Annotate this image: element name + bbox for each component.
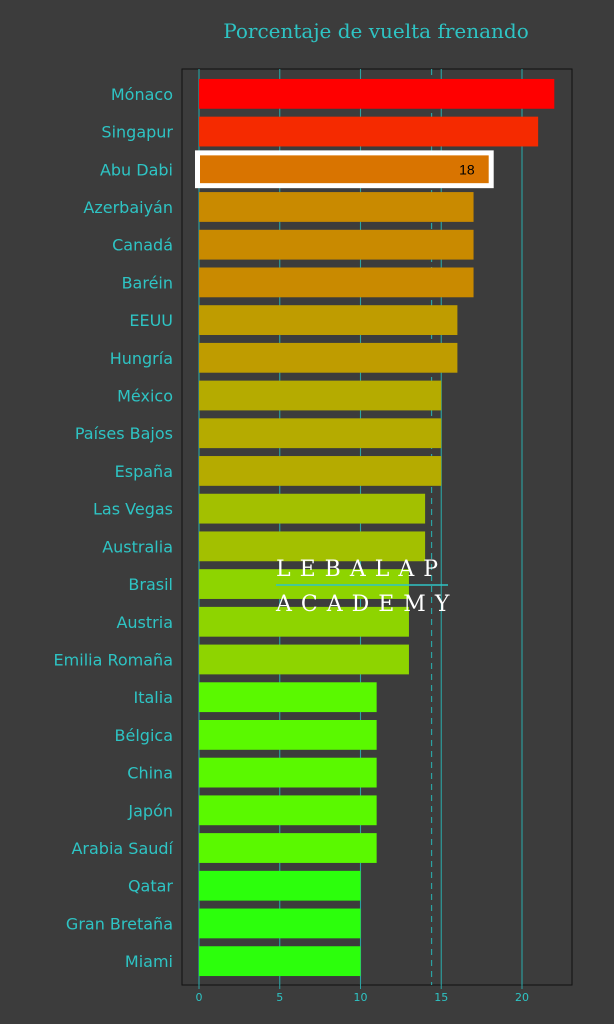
category-label: Canadá <box>112 236 173 255</box>
plot-frame <box>181 68 573 986</box>
chart-title: Porcentaje de vuelta frenando <box>223 19 529 43</box>
category-label: Austria <box>116 613 173 632</box>
bar <box>199 870 361 901</box>
bar <box>199 833 377 863</box>
watermark: LEBALAP ACADEMY <box>275 557 458 617</box>
category-label: Hungría <box>110 349 173 368</box>
category-label: Qatar <box>128 877 173 896</box>
bar <box>199 418 442 449</box>
bar <box>199 305 458 335</box>
bar <box>199 606 409 637</box>
bar <box>199 908 361 939</box>
bar <box>199 493 426 524</box>
bar <box>199 267 474 298</box>
bar <box>199 682 377 713</box>
bar <box>199 229 474 260</box>
bar <box>199 154 490 185</box>
data-label: 18 <box>459 161 475 177</box>
tick-label: 15 <box>434 991 448 1004</box>
tick-label: 5 <box>276 991 283 1004</box>
category-label: Emilia Romaña <box>54 650 173 669</box>
category-label: Gran Bretaña <box>66 914 173 933</box>
category-label: Italia <box>134 688 174 707</box>
bar <box>199 78 555 109</box>
category-label: Baréin <box>122 273 173 292</box>
category-label: Singapur <box>101 123 173 142</box>
bar <box>199 342 458 373</box>
highlight-box <box>195 150 494 189</box>
category-label: Países Bajos <box>75 424 173 443</box>
bar <box>199 116 539 147</box>
category-label: EEUU <box>129 311 173 330</box>
bar <box>199 946 361 977</box>
category-label: Australia <box>102 537 173 556</box>
category-label: Las Vegas <box>93 500 173 519</box>
bar <box>199 569 409 599</box>
watermark-line1: LEBALAP <box>276 557 447 582</box>
category-label: Abu Dabi <box>100 160 173 179</box>
category-label: Bélgica <box>115 726 173 745</box>
tick-label: 20 <box>515 991 529 1004</box>
category-label: Japón <box>127 801 173 820</box>
tick-label: 0 <box>196 991 203 1004</box>
bar <box>199 757 377 788</box>
category-label: México <box>117 387 173 406</box>
bar <box>199 456 442 486</box>
bar <box>199 380 442 411</box>
bar <box>199 720 377 750</box>
bar <box>199 644 409 675</box>
category-label: Mónaco <box>111 85 173 104</box>
category-label: Arabia Saudí <box>71 839 173 858</box>
category-label: España <box>115 462 173 481</box>
category-label: China <box>127 764 173 783</box>
bar <box>199 795 377 826</box>
tick-label: 10 <box>354 991 368 1004</box>
category-label: Miami <box>125 952 173 971</box>
category-label: Azerbaiyán <box>83 198 173 217</box>
bar <box>199 192 474 222</box>
category-label: Brasil <box>128 575 173 594</box>
watermark-line2: ACADEMY <box>275 592 458 617</box>
bar <box>199 531 426 562</box>
